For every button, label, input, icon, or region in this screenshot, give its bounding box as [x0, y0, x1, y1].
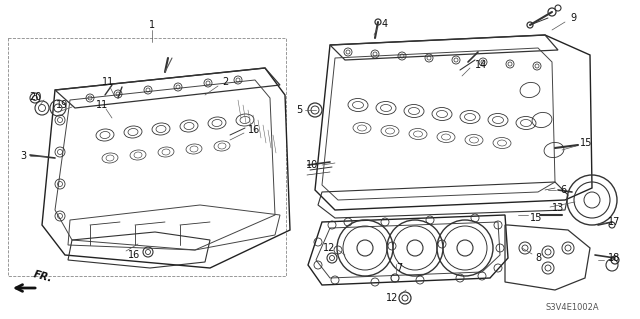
- Text: 18: 18: [608, 253, 620, 263]
- Text: 13: 13: [552, 203, 564, 213]
- Text: 12: 12: [323, 243, 335, 253]
- Text: 11: 11: [102, 77, 114, 87]
- Text: 4: 4: [382, 19, 388, 29]
- Text: 12: 12: [386, 293, 398, 303]
- Text: 17: 17: [608, 217, 620, 227]
- Text: 9: 9: [570, 13, 576, 23]
- Text: 2: 2: [222, 77, 228, 87]
- Text: FR.: FR.: [32, 269, 53, 284]
- Text: S3V4E1002A: S3V4E1002A: [545, 303, 598, 313]
- Text: 5: 5: [296, 105, 302, 115]
- Text: 15: 15: [580, 138, 593, 148]
- Text: 16: 16: [248, 125, 260, 135]
- Bar: [8, 38, 286, 276]
- Text: 16: 16: [128, 250, 140, 260]
- Text: 19: 19: [56, 100, 68, 110]
- Text: 8: 8: [535, 253, 541, 263]
- Text: 7: 7: [396, 263, 403, 273]
- Text: 11: 11: [96, 100, 108, 110]
- Text: 14: 14: [475, 60, 487, 70]
- Text: 15: 15: [530, 213, 542, 223]
- Text: 6: 6: [560, 185, 566, 195]
- Text: 20: 20: [29, 92, 42, 102]
- Text: 10: 10: [306, 160, 318, 170]
- Text: 1: 1: [149, 20, 155, 30]
- Text: 3: 3: [20, 151, 26, 161]
